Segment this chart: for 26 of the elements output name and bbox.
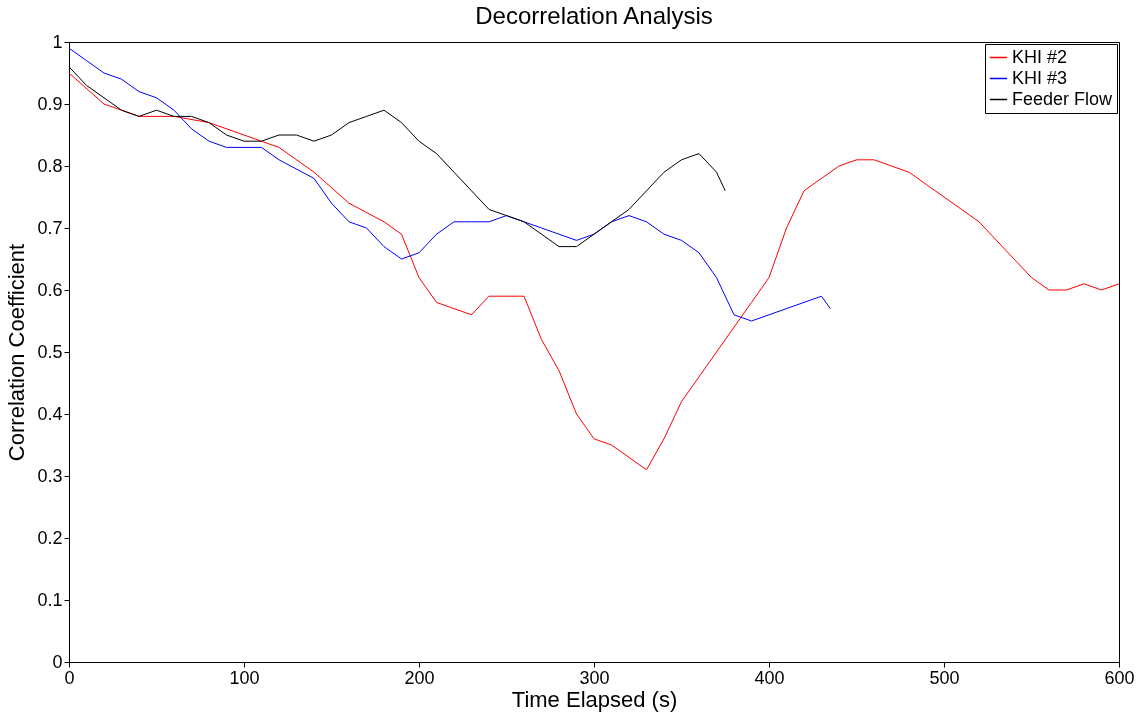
x-tick-label: 300 (579, 667, 610, 688)
y-tick-label: 0.5 (37, 341, 63, 362)
y-tick-label: 0.8 (37, 155, 63, 176)
line-series (68, 66, 726, 248)
x-tick-label: 200 (404, 667, 435, 688)
x-tick-label: 400 (754, 667, 785, 688)
y-tick-label: 1 (52, 31, 63, 52)
x-tick-label: 100 (229, 667, 260, 688)
x-axis-title: Time Elapsed (s) (511, 686, 678, 712)
y-tick-label: 0.2 (37, 527, 63, 548)
y-tick-label: 0 (52, 651, 63, 672)
y-tick-label: 0.6 (37, 279, 63, 300)
legend-label: Feeder Flow (1012, 88, 1114, 109)
y-axis-title: Correlation Coefficient (4, 243, 30, 462)
y-tick-label: 0.7 (37, 217, 63, 238)
x-tick-label: 600 (1104, 667, 1135, 688)
y-tick-label: 0.3 (37, 465, 63, 486)
y-tick-label: 0.9 (37, 93, 63, 114)
chart-title: Decorrelation Analysis (475, 2, 713, 29)
legend-label: KHI #2 (1012, 46, 1068, 67)
y-tick-label: 0.4 (37, 403, 63, 424)
line-series (68, 72, 1120, 471)
y-tick-label: 0.1 (37, 589, 63, 610)
legend-label: KHI #3 (1012, 67, 1068, 88)
line-series (68, 47, 831, 322)
x-tick-label: 500 (929, 667, 960, 688)
